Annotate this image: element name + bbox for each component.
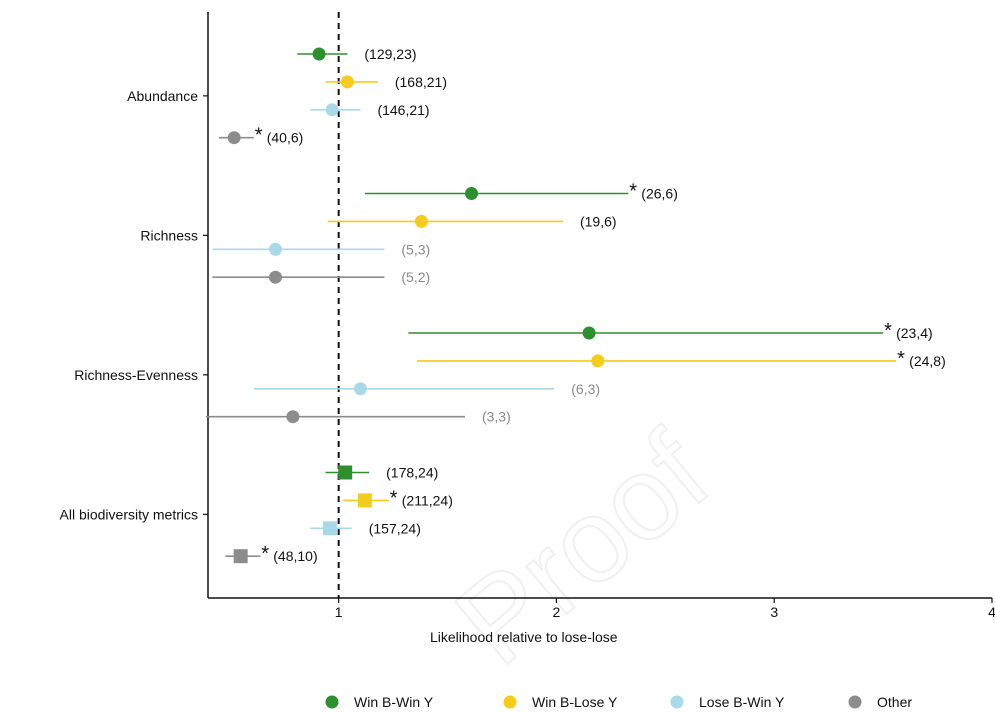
axes-layer: 1 2 3 4 Likelihood relative to lose-lose xyxy=(203,12,995,645)
label-layer: Abundance(129,23)(168,21)(146,21)* (40,6)… xyxy=(60,46,946,565)
x-tick-label: 3 xyxy=(770,604,778,620)
legend: Win B-Win Y Win B-Lose Y Lose B-Win Y Other xyxy=(325,694,912,710)
estimate-square xyxy=(322,521,337,536)
estimate-point xyxy=(582,326,596,340)
significance-star: * xyxy=(255,125,263,147)
legend-label: Win B-Lose Y xyxy=(532,694,618,710)
sample-size-label: (157,24) xyxy=(369,520,421,536)
legend-key xyxy=(670,695,684,709)
y-category-label: Richness xyxy=(140,227,198,243)
data-layer xyxy=(205,47,897,564)
significance-star: * xyxy=(884,320,892,342)
x-tick-label: 1 xyxy=(335,604,343,620)
sample-size-label: (211,24) xyxy=(402,492,453,508)
legend-key xyxy=(325,695,339,709)
estimate-point xyxy=(325,103,339,117)
sample-size-label: (26,6) xyxy=(641,186,678,202)
sample-size-label: (129,23) xyxy=(364,46,416,62)
significance-star: * xyxy=(897,348,905,370)
estimate-point xyxy=(227,131,241,145)
estimate-point xyxy=(591,354,605,368)
sample-size-label: (146,21) xyxy=(377,102,429,118)
sample-size-label: (48,10) xyxy=(273,548,317,564)
estimate-point xyxy=(465,187,479,200)
sample-size-label: (168,21) xyxy=(395,74,447,90)
significance-star: * xyxy=(261,543,269,565)
estimate-point xyxy=(269,242,283,256)
legend-key xyxy=(503,695,517,709)
sample-size-label: (5,2) xyxy=(401,269,430,285)
estimate-square xyxy=(233,549,248,564)
y-category-label: All biodiversity metrics xyxy=(60,506,198,522)
watermark-text: Proof xyxy=(432,407,733,690)
watermark-layer: Proof xyxy=(431,406,734,691)
sample-size-label: (6,3) xyxy=(571,381,600,397)
y-category-label: Abundance xyxy=(127,88,198,104)
estimate-square xyxy=(357,493,372,508)
sample-size-label: (40,6) xyxy=(267,130,304,146)
estimate-point xyxy=(286,410,300,424)
significance-star: * xyxy=(390,487,398,509)
estimate-point xyxy=(414,214,428,228)
legend-label: Lose B-Win Y xyxy=(699,694,785,710)
x-tick-label: 4 xyxy=(988,604,995,620)
sample-size-label: (23,4) xyxy=(896,325,933,341)
legend-label: Win B-Win Y xyxy=(354,694,434,710)
estimate-point xyxy=(312,47,326,61)
estimate-point xyxy=(340,75,354,89)
sample-size-label: (3,3) xyxy=(482,409,511,425)
sample-size-label: (5,3) xyxy=(401,241,430,257)
legend-key xyxy=(848,695,862,709)
x-tick-label: 2 xyxy=(553,604,561,620)
sample-size-label: (19,6) xyxy=(580,213,617,229)
estimate-square xyxy=(338,465,353,480)
y-category-label: Richness-Evenness xyxy=(74,367,198,383)
x-axis-title: Likelihood relative to lose-lose xyxy=(430,629,618,645)
estimate-point xyxy=(269,270,283,284)
sample-size-label: (178,24) xyxy=(386,465,438,481)
legend-label: Other xyxy=(877,694,912,710)
sample-size-label: (24,8) xyxy=(909,353,946,369)
significance-star: * xyxy=(629,181,637,203)
estimate-point xyxy=(353,382,367,396)
